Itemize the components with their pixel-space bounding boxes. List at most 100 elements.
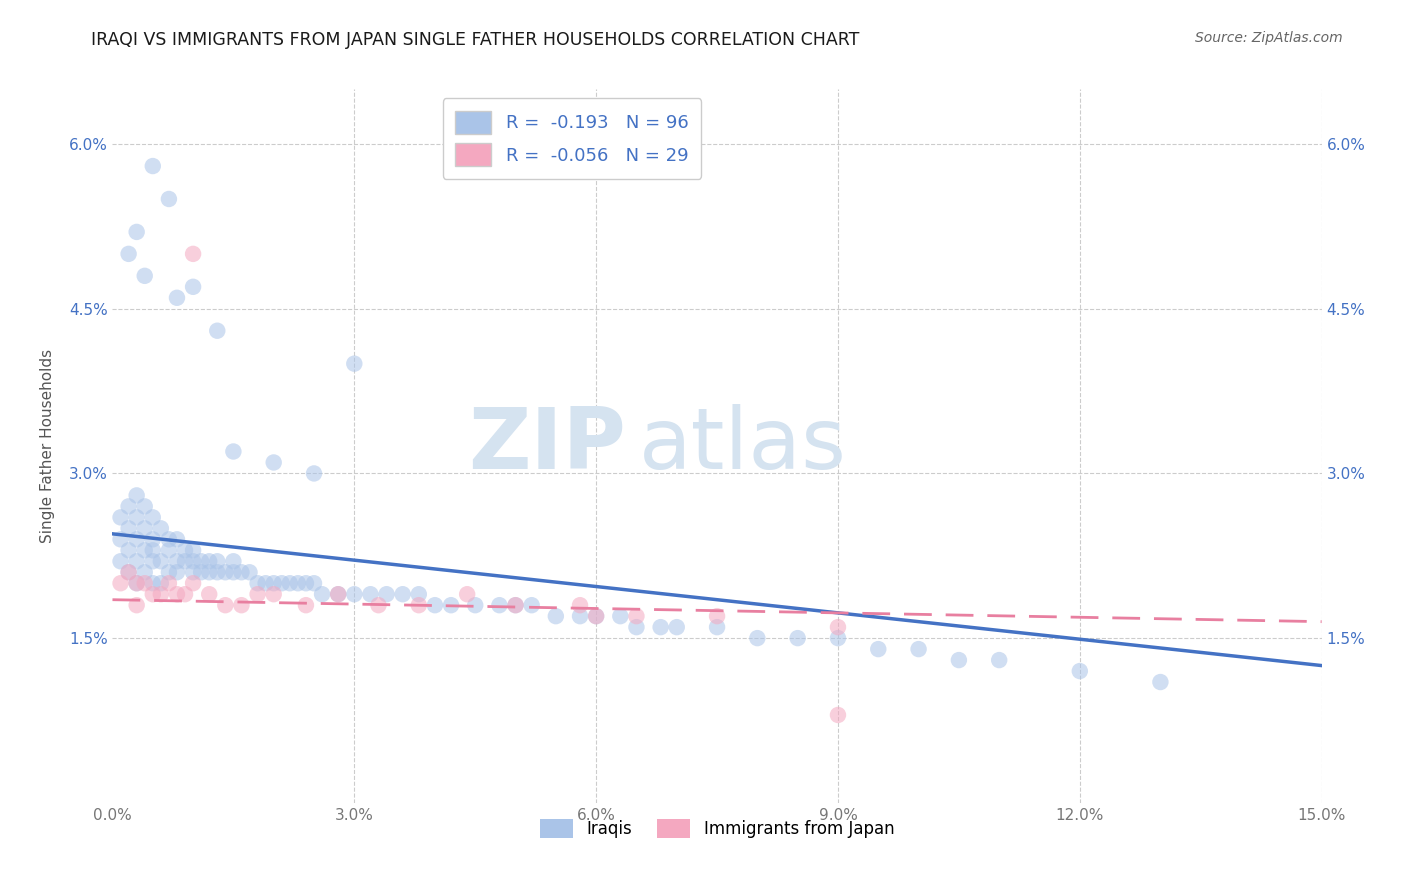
Point bbox=[157, 566, 180, 580]
Text: atlas: atlas bbox=[638, 404, 846, 488]
Point bbox=[134, 543, 156, 558]
Point bbox=[142, 543, 165, 558]
Point bbox=[505, 598, 527, 612]
Point bbox=[181, 566, 204, 580]
Point bbox=[117, 521, 139, 535]
Point bbox=[157, 543, 180, 558]
Point bbox=[134, 566, 156, 580]
Point bbox=[149, 521, 172, 535]
Text: ZIP: ZIP bbox=[468, 404, 626, 488]
Point bbox=[328, 587, 350, 601]
Point bbox=[157, 192, 180, 206]
Point bbox=[142, 587, 165, 601]
Point bbox=[295, 598, 318, 612]
Point bbox=[626, 620, 648, 634]
Point bbox=[907, 642, 929, 657]
Point bbox=[110, 510, 132, 524]
Point bbox=[263, 576, 285, 591]
Point bbox=[827, 631, 849, 645]
Point bbox=[302, 467, 325, 481]
Point bbox=[786, 631, 808, 645]
Point bbox=[505, 598, 527, 612]
Point bbox=[238, 566, 260, 580]
Point bbox=[125, 576, 148, 591]
Point bbox=[181, 247, 204, 261]
Point bbox=[125, 533, 148, 547]
Text: IRAQI VS IMMIGRANTS FROM JAPAN SINGLE FATHER HOUSEHOLDS CORRELATION CHART: IRAQI VS IMMIGRANTS FROM JAPAN SINGLE FA… bbox=[91, 31, 859, 49]
Point bbox=[440, 598, 463, 612]
Point bbox=[706, 609, 728, 624]
Point bbox=[488, 598, 510, 612]
Point bbox=[295, 576, 318, 591]
Y-axis label: Single Father Households: Single Father Households bbox=[39, 349, 55, 543]
Point bbox=[827, 708, 849, 723]
Point bbox=[456, 587, 478, 601]
Point bbox=[328, 587, 350, 601]
Point bbox=[174, 543, 197, 558]
Point bbox=[149, 576, 172, 591]
Point bbox=[125, 225, 148, 239]
Point bbox=[287, 576, 309, 591]
Point bbox=[231, 598, 253, 612]
Point bbox=[626, 609, 648, 624]
Point bbox=[948, 653, 970, 667]
Point bbox=[198, 566, 221, 580]
Point bbox=[142, 554, 165, 568]
Point bbox=[134, 500, 156, 514]
Point bbox=[174, 587, 197, 601]
Point bbox=[142, 533, 165, 547]
Point bbox=[359, 587, 381, 601]
Point bbox=[747, 631, 769, 645]
Point bbox=[569, 598, 592, 612]
Point bbox=[254, 576, 277, 591]
Point bbox=[1069, 664, 1091, 678]
Point bbox=[166, 554, 188, 568]
Point bbox=[117, 543, 139, 558]
Point bbox=[311, 587, 333, 601]
Point bbox=[134, 521, 156, 535]
Point bbox=[181, 576, 204, 591]
Point bbox=[214, 566, 236, 580]
Point bbox=[198, 554, 221, 568]
Point bbox=[585, 609, 607, 624]
Point bbox=[222, 444, 245, 458]
Point bbox=[110, 554, 132, 568]
Point bbox=[585, 609, 607, 624]
Point bbox=[157, 533, 180, 547]
Point bbox=[157, 576, 180, 591]
Point bbox=[375, 587, 398, 601]
Point bbox=[408, 598, 430, 612]
Point bbox=[181, 543, 204, 558]
Point bbox=[125, 510, 148, 524]
Point bbox=[142, 510, 165, 524]
Point bbox=[569, 609, 592, 624]
Point bbox=[231, 566, 253, 580]
Point bbox=[520, 598, 543, 612]
Point bbox=[134, 576, 156, 591]
Point bbox=[190, 566, 212, 580]
Point bbox=[988, 653, 1011, 667]
Point bbox=[464, 598, 486, 612]
Point bbox=[174, 554, 197, 568]
Point bbox=[270, 576, 292, 591]
Point bbox=[263, 455, 285, 469]
Point bbox=[207, 566, 229, 580]
Point bbox=[149, 554, 172, 568]
Point bbox=[246, 587, 269, 601]
Point bbox=[214, 598, 236, 612]
Point bbox=[222, 554, 245, 568]
Point bbox=[181, 280, 204, 294]
Point bbox=[166, 587, 188, 601]
Point bbox=[198, 587, 221, 601]
Point bbox=[343, 587, 366, 601]
Point bbox=[302, 576, 325, 591]
Point bbox=[142, 159, 165, 173]
Point bbox=[117, 247, 139, 261]
Point bbox=[706, 620, 728, 634]
Point bbox=[110, 576, 132, 591]
Point bbox=[149, 587, 172, 601]
Point bbox=[190, 554, 212, 568]
Point bbox=[391, 587, 413, 601]
Point bbox=[125, 488, 148, 502]
Point bbox=[246, 576, 269, 591]
